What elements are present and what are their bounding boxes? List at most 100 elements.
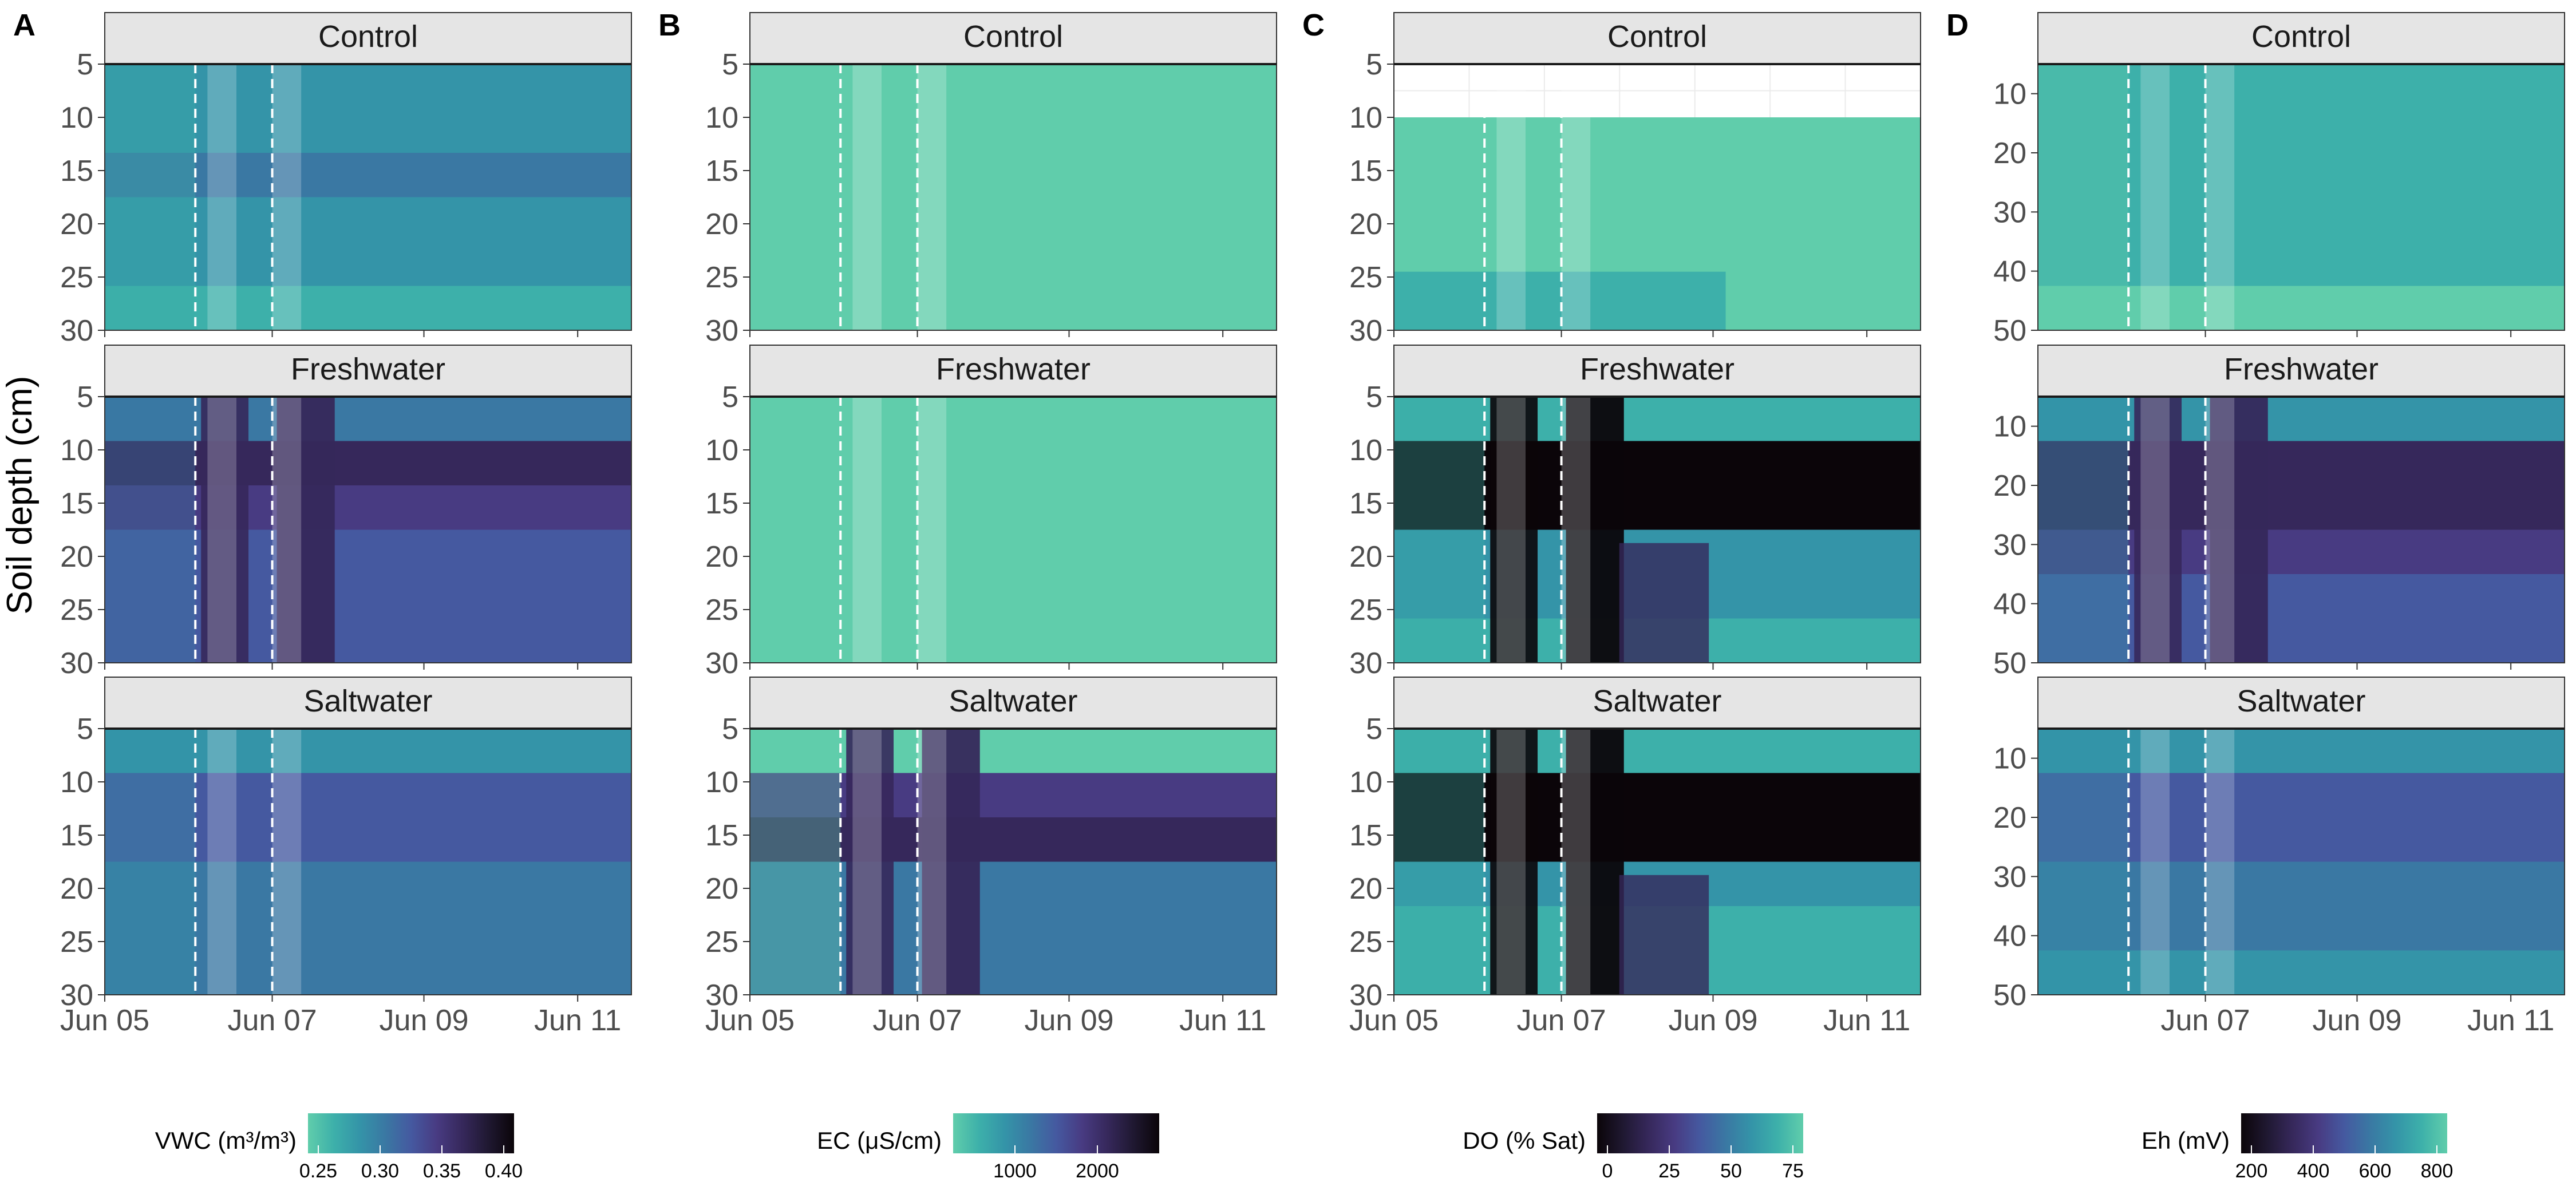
facet-strip xyxy=(104,12,632,65)
contour-band xyxy=(1394,441,1921,486)
contour-band xyxy=(750,861,1277,907)
y-tick-label: 15 xyxy=(705,155,738,188)
flood-band xyxy=(1496,729,1526,995)
flood-band xyxy=(852,729,882,995)
flood-band xyxy=(917,397,947,663)
y-tick-label: 10 xyxy=(1993,410,2026,444)
legend-title: VWC (m³/m³) xyxy=(155,1127,297,1154)
y-tick-label: 15 xyxy=(1349,487,1382,520)
y-tick-label: 20 xyxy=(60,540,93,574)
y-tick-label: 10 xyxy=(1993,78,2026,111)
contour-band xyxy=(105,197,631,242)
legend-title: EC (μS/cm) xyxy=(817,1127,942,1154)
facet-control: Control 10 20 30 40 50 xyxy=(1993,12,2565,347)
facet-strip xyxy=(1393,345,1921,397)
y-tick-label: 40 xyxy=(1993,920,2026,953)
legend-tick-label: 50 xyxy=(1720,1160,1742,1182)
y-tick-label: 25 xyxy=(1349,594,1382,627)
panel-B: B Control 5 10 15 20 25 30 Freshwater 5 10 15 20 25 30… xyxy=(658,8,1277,1182)
contour-band xyxy=(750,773,1277,818)
y-tick-label: 20 xyxy=(705,540,738,574)
y-tick-label: 30 xyxy=(60,647,93,680)
facet-freshwater: Freshwater 5 10 15 20 25 30 xyxy=(705,345,1277,680)
contour-band xyxy=(750,529,1277,575)
y-tick-label: 5 xyxy=(722,381,738,414)
y-tick-label: 30 xyxy=(1993,860,2026,893)
x-tick-label: Jun 05 xyxy=(705,1004,795,1037)
y-tick-label: 15 xyxy=(60,487,93,520)
contour-band xyxy=(2038,529,2565,575)
legend-tick-label: 2000 xyxy=(1076,1160,1119,1182)
contour-band xyxy=(750,64,1277,109)
y-tick-label: 50 xyxy=(1993,979,2026,1012)
contour-band xyxy=(2038,906,2565,951)
y-tick-label: 5 xyxy=(1366,713,1382,746)
x-tick-label: Jun 09 xyxy=(379,1004,468,1037)
panel-letter: C xyxy=(1302,8,1325,42)
y-tick-label: 5 xyxy=(77,48,93,81)
legend-tick-label: 0.35 xyxy=(423,1160,461,1182)
panel-D: D Control1020304050Freshwater1020304050Sa… xyxy=(1946,8,2565,1182)
flood-band xyxy=(207,397,236,663)
flood-response xyxy=(1566,729,1624,995)
facet-strip-label: Saltwater xyxy=(303,684,432,718)
y-tick-label: 10 xyxy=(60,434,93,467)
y-tick-label: 20 xyxy=(1349,540,1382,574)
y-tick-label: 20 xyxy=(1993,469,2026,503)
contour-band xyxy=(105,108,631,153)
flood-band xyxy=(2205,397,2235,663)
x-tick-label: Jun 11 xyxy=(2467,1004,2554,1037)
y-tick-label: 20 xyxy=(60,208,93,241)
flood-band xyxy=(1561,64,1591,330)
legend-tick-label: 25 xyxy=(1658,1160,1680,1182)
panel-A: A Control 5 10 15 20 25 30 Freshwater 5 10 15 20 25 30… xyxy=(13,8,632,1182)
flood-band xyxy=(1561,397,1591,663)
flood-band xyxy=(1496,64,1526,330)
y-tick-label: 15 xyxy=(705,487,738,520)
y-tick-label: 10 xyxy=(705,434,738,467)
facet-strip xyxy=(1393,677,1921,729)
y-tick-label: 15 xyxy=(60,155,93,188)
contour-band xyxy=(750,817,1277,863)
contour-band xyxy=(105,574,631,619)
flood-band xyxy=(207,64,236,330)
y-tick-label: 50 xyxy=(1993,647,2026,680)
x-tick-label: Jun 11 xyxy=(1179,1004,1266,1037)
contour-band xyxy=(1394,773,1921,818)
y-tick-label: 50 xyxy=(1993,314,2026,347)
legend-title: Eh (mV) xyxy=(2142,1127,2230,1154)
legend-tick-label: 600 xyxy=(2359,1160,2392,1182)
contour-band xyxy=(750,441,1277,486)
facet-strip xyxy=(1393,12,1921,65)
y-tick-label: 25 xyxy=(1349,926,1382,959)
y-tick-label: 20 xyxy=(705,208,738,241)
contour-field xyxy=(1394,64,1921,330)
legend-B: EC (μS/cm) 1000 2000 xyxy=(817,1113,1159,1182)
legend-tick-label: 0 xyxy=(1602,1160,1613,1182)
panels: A Control 5 10 15 20 25 30 Freshwater 5 10 15 20 25 30… xyxy=(13,8,2565,1182)
y-tick-label: 20 xyxy=(705,872,738,906)
flood-band xyxy=(2205,729,2235,995)
facet-control: Control 5 10 15 20 25 30 xyxy=(705,12,1277,347)
flood-band xyxy=(1561,729,1591,995)
facet-strip-label: Control xyxy=(1607,19,1707,54)
y-tick-label: 40 xyxy=(1993,588,2026,621)
contour-band xyxy=(105,773,631,818)
legend-tick-label: 200 xyxy=(2235,1160,2268,1182)
contour-field xyxy=(105,64,631,330)
legend-title: DO (% Sat) xyxy=(1463,1127,1586,1154)
contour-field xyxy=(105,397,631,663)
flood-band xyxy=(2140,729,2170,995)
flood-band xyxy=(1496,397,1526,663)
contour-band xyxy=(750,950,1277,995)
contour-band xyxy=(105,441,631,486)
y-tick-label: 10 xyxy=(60,766,93,799)
contour-band xyxy=(750,485,1277,531)
facet-strip-label: Freshwater xyxy=(936,352,1091,386)
contour-band xyxy=(750,197,1277,242)
y-tick-label: 30 xyxy=(1349,979,1382,1012)
panel-C: C Control 5 10 15 20 25 30 Freshwater 5 10 15 20 25 30… xyxy=(1302,8,1921,1182)
contour-field xyxy=(2038,397,2565,663)
y-tick-label: 5 xyxy=(1366,381,1382,414)
